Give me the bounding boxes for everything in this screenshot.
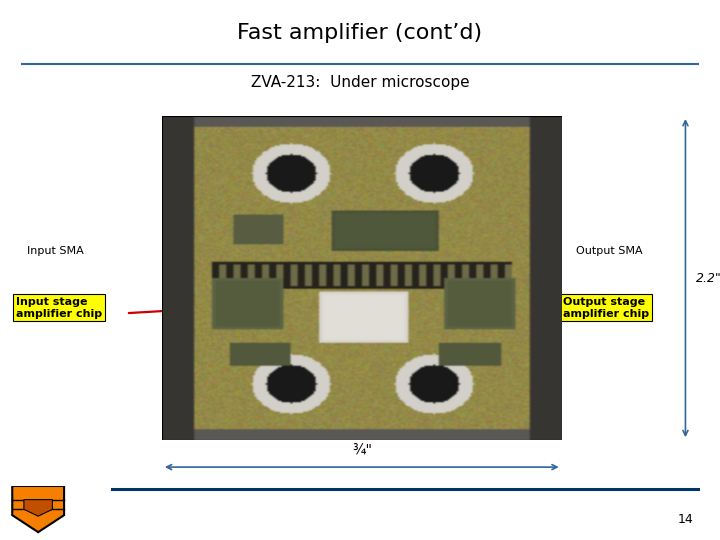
Bar [162, 116, 562, 440]
Polygon shape [24, 500, 53, 516]
Text: Fast amplifier (cont’d): Fast amplifier (cont’d) [238, 23, 482, 44]
Text: Input stage
amplifier chip: Input stage amplifier chip [16, 297, 102, 319]
Text: 14: 14 [678, 513, 693, 526]
Text: ¾": ¾" [352, 444, 372, 458]
Text: ZVA-213:  Under microscope: ZVA-213: Under microscope [251, 75, 469, 90]
Text: Input SMA: Input SMA [27, 246, 84, 256]
Polygon shape [12, 486, 64, 532]
Text: 2.2": 2.2" [696, 272, 720, 285]
Text: Output SMA: Output SMA [576, 246, 643, 256]
Text: Output stage
amplifier chip: Output stage amplifier chip [563, 297, 649, 319]
